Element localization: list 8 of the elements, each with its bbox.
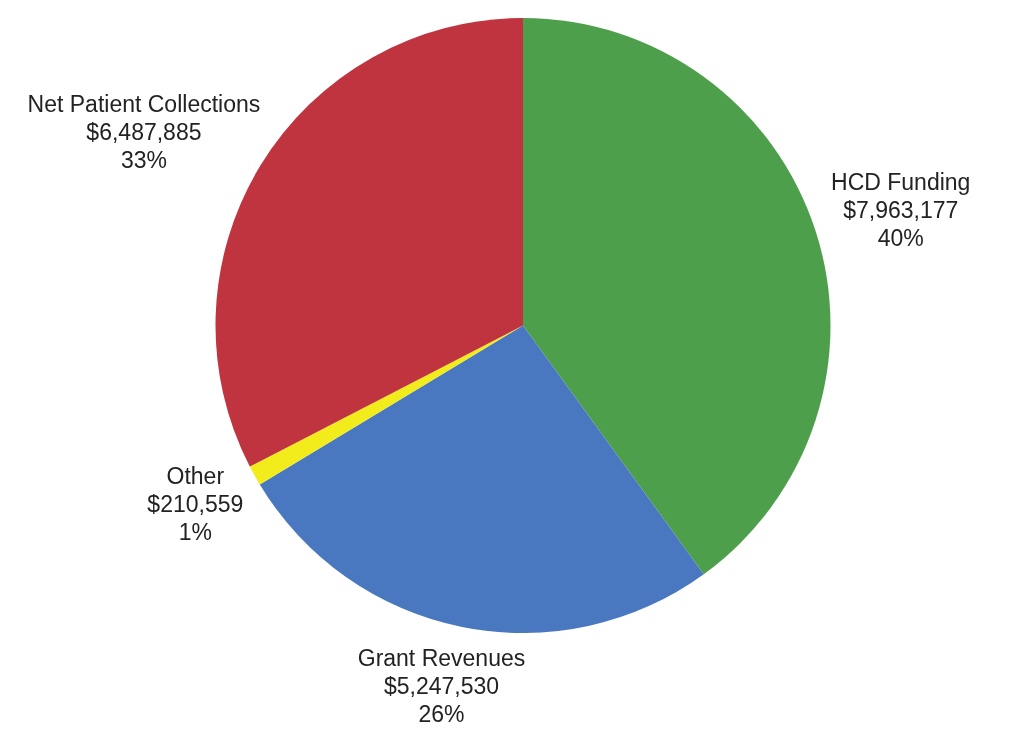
slice-label: Other [166,463,225,490]
slice-label: Grant Revenues [357,645,526,672]
slice-label: Net Patient Collections [27,90,261,117]
data-label: $6,487,885 33% [86,118,202,173]
data-label: $210,559 1% [147,491,244,546]
data-label: $7,963,177 40% [843,196,959,251]
data-label: $5,247,530 26% [383,673,500,728]
slice-label: HCD Funding [831,168,971,195]
